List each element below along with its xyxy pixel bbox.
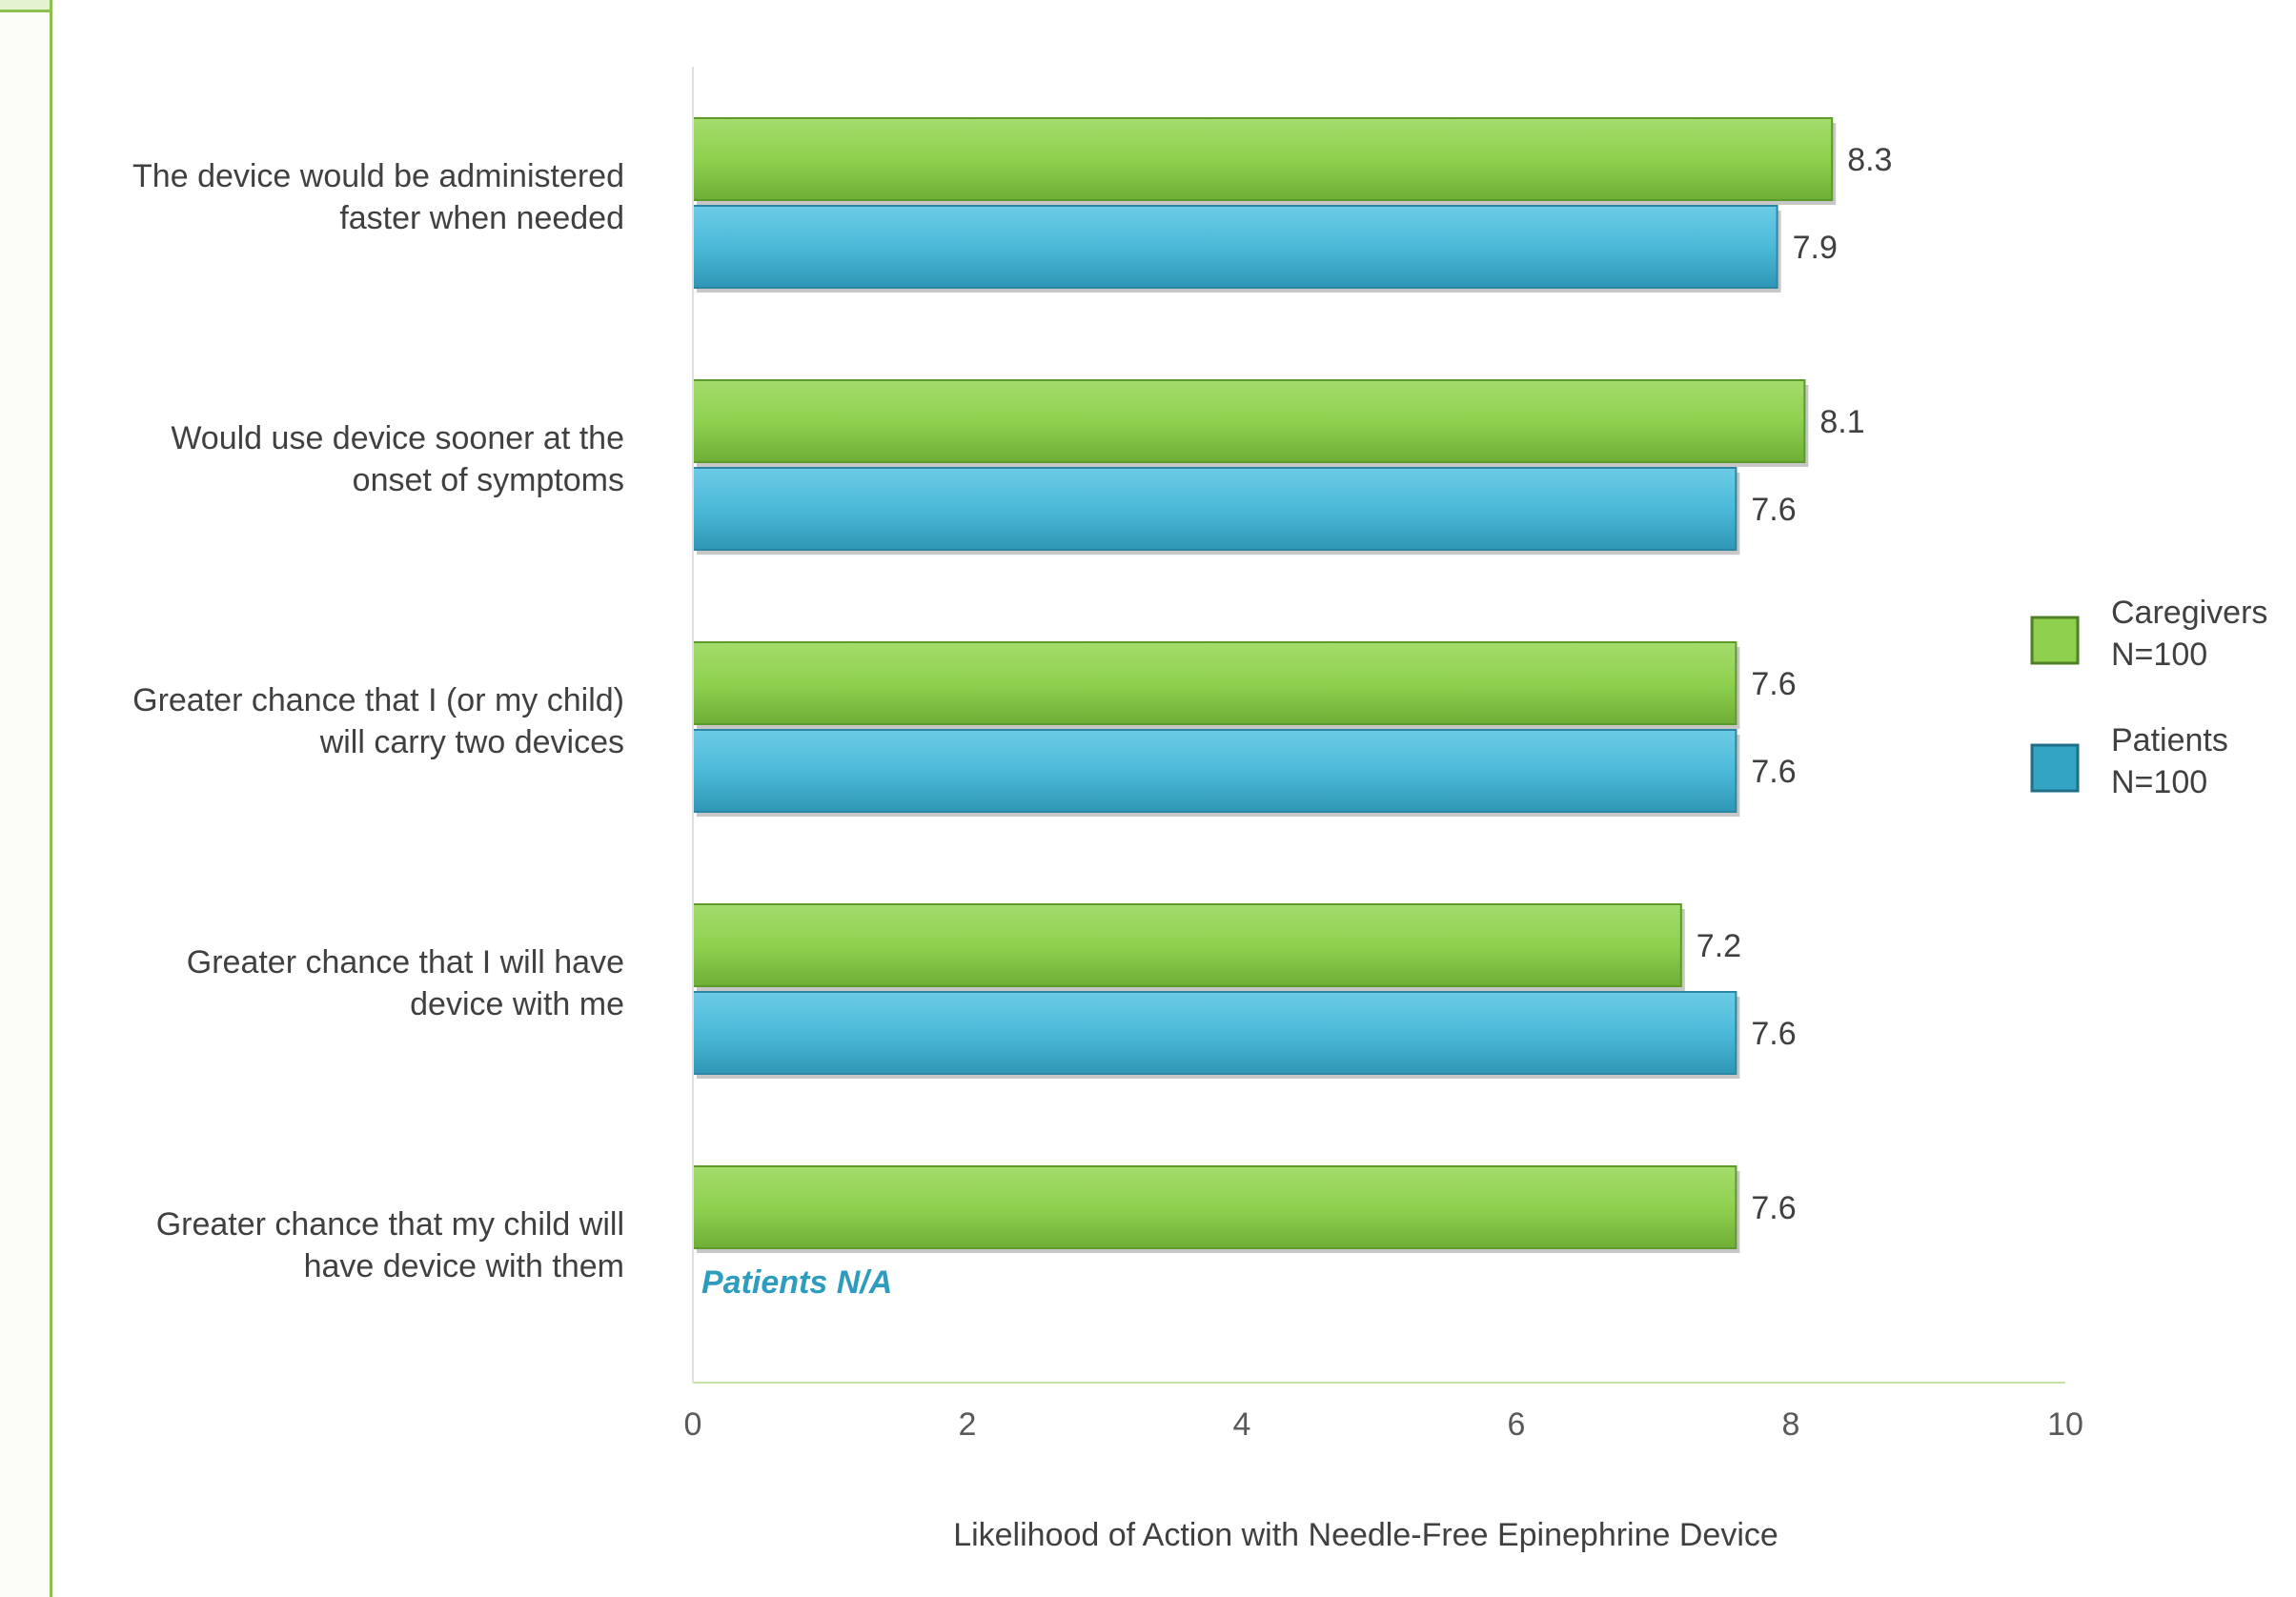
legend-entry-line: N=100 — [2111, 764, 2207, 800]
labels-layer: The device would be administered faster w… — [132, 142, 1892, 1301]
x-axis-title: Likelihood of Action with Needle-Free Ep… — [953, 1517, 1778, 1553]
category-label-line: Greater chance that I will have — [187, 944, 624, 980]
category-label-line: Would use device sooner at the — [171, 420, 624, 456]
bar-caregivers — [692, 117, 1834, 201]
x-tick-label: 0 — [684, 1406, 702, 1443]
category-label-line: device with me — [410, 986, 624, 1022]
data-label: 7.2 — [1697, 928, 1741, 964]
annotation-label: Patients N/A — [701, 1264, 892, 1301]
category-label: Would use device sooner at the onset of s… — [171, 420, 624, 498]
category-label: Greater chance that I (or my child) will … — [132, 682, 624, 760]
x-tick-label: 6 — [1508, 1406, 1526, 1443]
x-tick-labels: 0 2 4 6 8 10 — [684, 1406, 2083, 1443]
category-label-line: faster when needed — [339, 200, 624, 236]
legend: Caregivers N=100 Patients N=100 — [2030, 595, 2267, 800]
bar-patients — [692, 729, 1737, 813]
legend-entry: Caregivers N=100 — [2111, 595, 2267, 673]
x-tick-label: 2 — [959, 1406, 977, 1443]
category-label: Greater chance that I will have device wi… — [187, 944, 624, 1022]
x-tick-label: 10 — [2047, 1406, 2083, 1443]
data-label: 8.1 — [1819, 404, 1864, 440]
data-label: 7.9 — [1793, 230, 1838, 266]
category-label: The device would be administered faster w… — [132, 158, 624, 236]
category-label-line: have device with them — [304, 1248, 624, 1284]
bar-caregivers — [692, 903, 1682, 987]
legend-entry: Patients N=100 — [2111, 722, 2228, 800]
x-tick-label: 4 — [1233, 1406, 1251, 1443]
category-label: Greater chance that my child will have de… — [156, 1206, 624, 1284]
data-label: 7.6 — [1751, 492, 1796, 528]
legend-swatch-caregivers — [2030, 616, 2080, 665]
x-tick-label: 8 — [1782, 1406, 1800, 1443]
bar-patients — [692, 467, 1737, 551]
data-label: 7.6 — [1751, 1016, 1796, 1052]
bar-caregivers — [692, 1165, 1737, 1249]
bar-patients — [692, 205, 1778, 289]
category-label-line: Greater chance that I (or my child) — [132, 682, 624, 718]
bar-caregivers — [692, 379, 1806, 463]
legend-swatch-patients — [2030, 743, 2080, 793]
category-label-line: will carry two devices — [319, 724, 624, 760]
category-label-line: Greater chance that my child will — [156, 1206, 624, 1243]
legend-entry-line: Patients — [2111, 722, 2228, 758]
data-label: 7.6 — [1751, 1190, 1796, 1226]
legend-entry-line: Caregivers — [2111, 595, 2267, 631]
category-label-line: The device would be administered — [132, 158, 624, 194]
data-label: 8.3 — [1847, 142, 1892, 178]
bar-patients — [692, 991, 1737, 1075]
legend-entry-line: N=100 — [2111, 637, 2207, 673]
bars-layer — [692, 117, 1837, 1253]
data-label: 7.6 — [1751, 754, 1796, 790]
data-label: 7.6 — [1751, 666, 1796, 702]
bar-caregivers — [692, 641, 1737, 725]
category-label-line: onset of symptoms — [353, 462, 624, 498]
